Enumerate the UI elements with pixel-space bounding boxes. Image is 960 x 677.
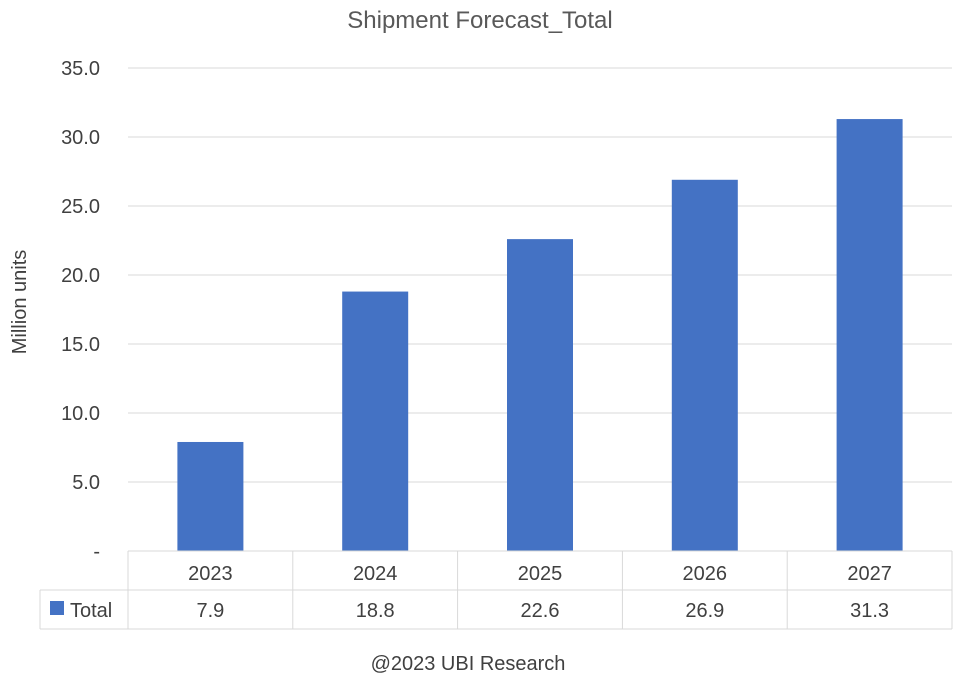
data-label: 22.6 (521, 600, 560, 622)
data-label: 7.9 (196, 600, 224, 622)
bars (177, 119, 903, 551)
bar-2027 (836, 119, 903, 551)
y-tick-label: - (93, 541, 100, 563)
footer-credit: @2023 UBI Research (371, 653, 566, 675)
y-tick-label: 5.0 (72, 472, 100, 494)
data-table: 2023 7.9 2024 18.8 2025 22.6 2026 26.9 2027 31.3 T… (39, 550, 953, 630)
legend-series-name: Total (70, 600, 112, 622)
data-label: 26.9 (685, 600, 724, 622)
y-tick-label: 10.0 (61, 403, 100, 425)
category-label: 2024 (353, 563, 398, 585)
y-tick-label: 15.0 (61, 334, 100, 356)
y-axis-label: Million units (9, 250, 31, 354)
chart-title: Shipment Forecast_Total (347, 7, 612, 34)
data-label: 31.3 (850, 600, 889, 622)
y-tick-label: 30.0 (61, 127, 100, 149)
legend-swatch (50, 601, 64, 615)
bar-2024 (342, 291, 409, 551)
y-tick-label: 20.0 (61, 265, 100, 287)
bar-2023 (177, 441, 244, 551)
y-tick-label: 25.0 (61, 196, 100, 218)
category-label: 2027 (847, 563, 892, 585)
bar-2025 (507, 239, 573, 551)
category-label: 2026 (683, 563, 728, 585)
y-axis-ticks: - 5.0 10.0 15.0 20.0 25.0 30.0 35.0 (61, 58, 100, 563)
category-label: 2023 (188, 563, 233, 585)
bar-2026 (671, 179, 738, 551)
y-tick-label: 35.0 (61, 58, 100, 80)
category-label: 2025 (518, 563, 563, 585)
data-label: 18.8 (356, 600, 395, 622)
